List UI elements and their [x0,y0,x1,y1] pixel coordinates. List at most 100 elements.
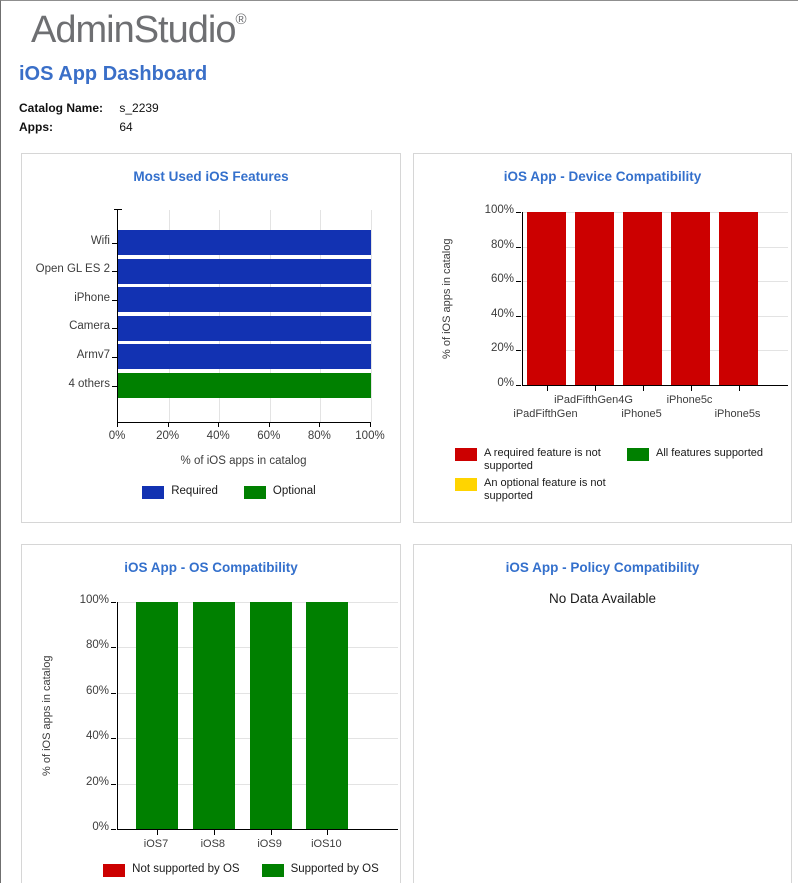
category-label: Open GL ES 2 [35,263,110,276]
bar-Armv7 [118,344,371,370]
y-tick-label: 80% [85,639,109,652]
y-tick-label: 60% [490,273,514,286]
registered-mark: ® [235,11,246,28]
y-tick-label: 100% [79,594,109,606]
axis-tick [516,212,521,213]
x-tick-label: 20% [156,430,180,442]
category-label: iPadFifthGen [513,408,578,420]
x-tick-label: 0% [108,430,126,442]
axis-tick [516,281,521,283]
catalog-name-label: Catalog Name: [19,101,104,115]
legend-label: A required feature is not supported [484,447,601,473]
category-label: iOS8 [200,838,226,850]
axis-tick [738,386,740,391]
legend-item: Supported by OS [261,863,379,877]
bar-iPadFifthGen4G [575,212,614,385]
category-label: 4 others [68,377,110,390]
x-tick-label: 40% [206,430,230,442]
axis-tick [270,830,272,835]
device-legend: A required feature is not supported An op… [414,154,791,522]
bar-Wifi [118,230,371,255]
legend-swatch [142,486,165,499]
page-title: iOS App Dashboard [19,63,208,85]
y-axis-end-tick [114,209,122,210]
legend-label: Not supported by OS [132,863,240,875]
legend-item: A required feature is not supported [455,447,639,473]
category-label: Armv7 [76,348,110,361]
axis-tick [111,783,116,785]
axis-tick [594,386,596,391]
y-tick-label: 100% [484,204,514,216]
axis-tick [268,422,270,427]
axis-tick [112,385,117,387]
category-label: iPhone5s [714,408,761,420]
axis-tick [319,422,321,427]
legend-swatch [261,864,284,877]
bar-iPhone5s [719,212,758,385]
category-label: Wifi [90,234,110,247]
features-chart-title: Most Used iOS Features [133,169,289,184]
bar-iOS8 [192,602,235,829]
axis-tick [111,692,116,694]
logo-text: AdminStudio [31,9,236,51]
panel-policy-compatibility: iOS App - Policy Compatibility No Data A… [413,544,792,883]
panel-device-compatibility: iOS App - Device Compatibility % of iOS … [413,153,792,523]
features-x-axis-label: % of iOS apps in catalog [180,455,307,467]
y-tick-label: 20% [490,342,514,355]
catalog-meta: Catalog Name: s_2239 Apps: 64 [19,99,159,137]
legend-item: Required [142,485,218,499]
bar-iPhone5c [671,212,710,385]
axis-tick [112,328,117,330]
features-chart-plot [114,209,372,423]
legend-label: An optional feature is not supported [484,477,606,503]
legend-item: Not supported by OS [103,863,240,877]
y-tick-label: 60% [85,684,109,697]
catalog-name-value: s_2239 [119,101,159,115]
x-tick-label: 80% [307,430,331,442]
bar-Open GL ES 2 [118,258,371,284]
legend-swatch [455,478,477,491]
bar-iOS7 [136,602,178,829]
bar-iPhone [118,287,371,313]
y-tick-label: 40% [85,730,109,743]
bar-iPhone5 [623,212,662,385]
bar-iPadFifthGen [527,212,566,385]
legend-item: An optional feature is not supported [455,477,649,503]
device-chart-plot [522,212,788,391]
axis-tick [690,386,692,391]
y-tick-label: 0% [92,821,109,833]
bar-iOS10 [306,602,349,829]
axis-tick [112,242,117,244]
axis-tick [370,422,371,427]
apps-row: Apps: 64 [19,118,159,137]
y-tick-label: 0% [497,377,514,389]
axis-tick [111,647,116,649]
os-y-axis-label: % of iOS apps in catalog [41,655,53,776]
axis-tick [516,350,521,352]
apps-label: Apps: [19,120,53,134]
adminstudio-logo: AdminStudio® [31,9,247,52]
category-label: iOS10 [311,838,342,850]
category-label: Camera [69,320,110,333]
bar-4 others [118,373,371,398]
axis-tick [546,386,548,391]
category-label: iPhone [74,291,110,304]
os-legend: Not supported by OS Supported by OS [82,863,400,877]
axis-tick [111,738,116,740]
category-label: iPhone5 [621,408,662,420]
catalog-name-row: Catalog Name: s_2239 [19,99,159,118]
legend-label: All features supported [656,447,764,459]
legend-item: All features supported [627,447,798,461]
axis-tick [218,422,220,427]
x-tick-label: 100% [355,430,385,442]
axis-tick [117,422,118,427]
legend-swatch [103,864,126,877]
x-tick-label: 60% [257,430,281,442]
category-label: iPhone5c [666,394,713,406]
axis-tick [516,246,521,248]
y-tick-label: 20% [85,775,109,788]
no-data-message: No Data Available [548,591,657,606]
axis-tick [516,315,521,317]
category-label: iOS9 [257,838,282,850]
